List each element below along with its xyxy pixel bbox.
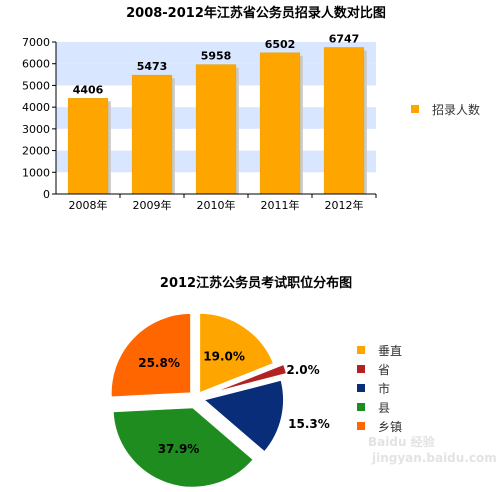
legend-label: 招录人数: [432, 102, 480, 117]
y-axis-ticks: 0 1000 2000 3000 4000 5000 6000 7000: [22, 36, 56, 201]
y-tick-label: 7000: [22, 36, 50, 49]
legend-label: 乡镇: [378, 420, 402, 434]
legend-label: 省: [378, 363, 390, 377]
legend-swatch: [357, 365, 365, 373]
pie-chart-title: 2012江苏公务员考试职位分布图: [160, 275, 352, 291]
pie-data-label: 15.3%: [288, 417, 330, 431]
bar-data-label: 4406: [73, 83, 104, 96]
pie-slice: [202, 379, 285, 454]
pie-slice: [198, 312, 275, 395]
x-tick-label: 2010年: [197, 198, 236, 212]
legend-label: 市: [378, 381, 390, 396]
y-tick-label: 3000: [22, 123, 50, 136]
x-tick-label: 2011年: [261, 198, 300, 212]
pie-data-label: 19.0%: [203, 350, 245, 364]
legend-swatch: [411, 105, 419, 113]
legend-swatch: [357, 384, 365, 392]
watermark: Baidu 经验 jingyan.baidu.com: [368, 434, 497, 465]
bars: [67, 47, 367, 195]
pie-data-label: 2.0%: [286, 363, 319, 377]
bar: [195, 64, 237, 195]
pie-slices: [110, 312, 288, 489]
pie-slice: [209, 363, 288, 395]
x-axis-ticks: 2008年 2009年 2010年 2011年 2012年: [69, 194, 377, 212]
bar-data-labels: 4406 5473 5958 6502 6747: [73, 32, 360, 96]
legend-swatch: [357, 346, 365, 354]
legend-label: 垂直: [378, 344, 402, 358]
bar-chart-title: 2008-2012年江苏省公务员招录人数对比图: [126, 5, 386, 21]
pie-slice: [112, 406, 255, 489]
bar-legend: 招录人数: [411, 102, 480, 117]
pie-data-labels: 19.0% 2.0% 15.3% 37.9% 25.8%: [138, 350, 330, 456]
watermark-url: jingyan.baidu.com: [371, 451, 497, 465]
x-tick-label: 2012年: [325, 198, 364, 212]
legend-swatch: [357, 422, 365, 430]
legend-label: 县: [378, 401, 390, 415]
bar: [131, 74, 173, 195]
bar-chart: 2008-2012年江苏省公务员招录人数对比图 0 1000 2000 3000 400…: [22, 5, 480, 212]
pie-chart: 2012江苏公务员考试职位分布图 19.0% 2.0% 15.3% 37.9% 25.8…: [110, 275, 402, 489]
bar: [323, 47, 365, 195]
bar-data-label: 6747: [329, 32, 360, 45]
bar-data-label: 6502: [265, 38, 296, 51]
watermark-brand: Baidu 经验: [368, 434, 436, 449]
bar: [67, 98, 109, 195]
pie-data-label: 37.9%: [158, 442, 200, 456]
y-tick-label: 0: [43, 188, 50, 201]
pie-data-label: 25.8%: [138, 356, 180, 370]
bar-data-label: 5958: [201, 50, 232, 63]
x-tick-label: 2009年: [133, 198, 172, 212]
legend-swatch: [357, 403, 365, 411]
y-tick-label: 2000: [22, 145, 50, 158]
y-tick-label: 4000: [22, 101, 50, 114]
bar-data-label: 5473: [137, 60, 168, 73]
pie-slice: [110, 312, 192, 398]
y-tick-label: 6000: [22, 58, 50, 71]
y-tick-label: 5000: [22, 79, 50, 92]
y-tick-label: 1000: [22, 166, 50, 179]
x-tick-label: 2008年: [69, 198, 108, 212]
bar: [259, 52, 301, 195]
